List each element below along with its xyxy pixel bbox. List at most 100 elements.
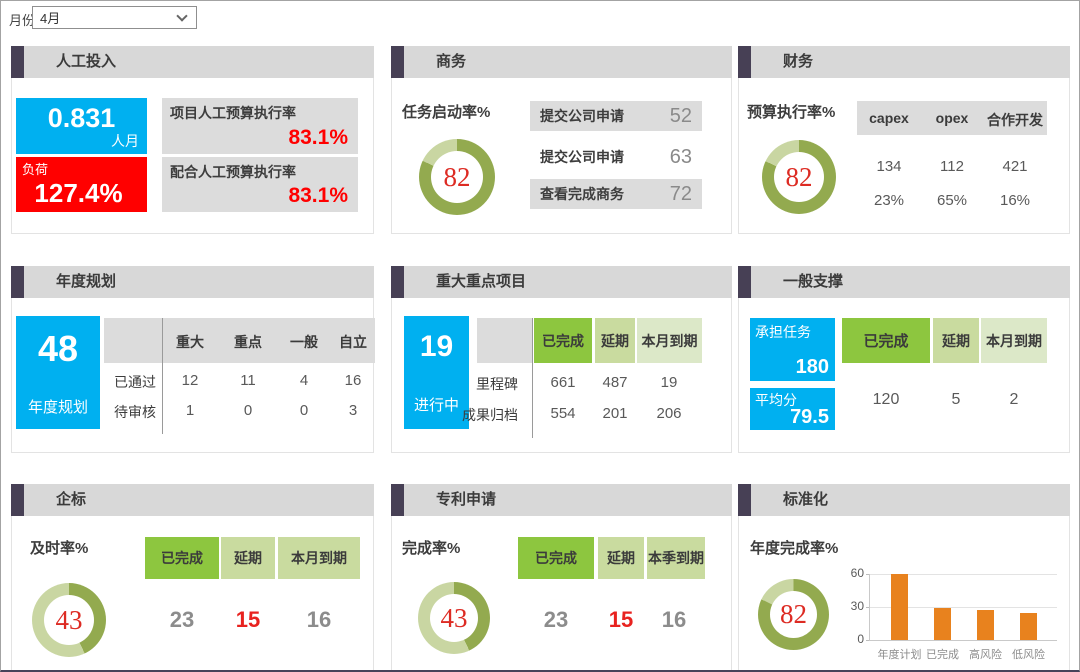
tick-mark	[866, 574, 869, 575]
key-projects-card-value: 19	[419, 330, 454, 363]
accent-bar	[738, 266, 751, 298]
chevron-down-icon[interactable]	[176, 10, 188, 22]
panel-finance-body: 预算执行率% 82 capex opex 合作开发 134 112 421 23…	[738, 78, 1070, 234]
panel-annual-plan-body: 48 年度规划 重大 重点 一般 自立 已通过 12 11 4 16 待审核 1…	[11, 298, 375, 453]
business-donut-value: 82	[443, 161, 471, 192]
gridline	[869, 607, 1057, 608]
labor-stat-support[interactable]: 配合人工预算执行率 83.1%	[162, 157, 358, 212]
patents-value: 16	[661, 607, 687, 632]
annual-plan-card-label: 年度规划	[27, 399, 88, 416]
standardization-donut-value: 82	[780, 599, 807, 629]
key-projects-cell: 661	[550, 374, 576, 391]
enterprise-std-donut-chart[interactable]: 43	[32, 583, 106, 657]
finance-cell: 421	[1002, 158, 1028, 175]
y-axis-tick-label: 30	[850, 599, 864, 613]
annual-plan-cell: 4	[299, 372, 309, 389]
standardization-metric-label: 年度完成率%	[750, 540, 839, 557]
key-projects-card[interactable]: 19 进行中	[404, 316, 469, 429]
business-row[interactable]: 查看完成商务 72	[530, 179, 702, 209]
donut-hole	[774, 152, 824, 202]
labor-load-label: 负荷	[22, 162, 49, 177]
bar-高风险[interactable]	[977, 610, 994, 640]
donut-hole	[431, 151, 483, 203]
support-tasks-label: 承担任务	[755, 324, 811, 340]
x-axis-category-label: 已完成	[926, 649, 959, 661]
enterprise-std-col-header-due: 本月到期	[278, 537, 360, 579]
labor-stat-project[interactable]: 项目人工预算执行率 83.1%	[162, 98, 358, 154]
panel-labor-body: 0.831 人月 负荷 127.4% 项目人工预算执行率 83.1% 配合人工预…	[11, 78, 374, 234]
panel-annual-plan-title: 年度规划	[56, 273, 117, 290]
panel-general-support-body: 承担任务 180 平均分 79.5 已完成 延期 本月到期 120 5 2	[738, 298, 1070, 453]
accent-bar	[391, 484, 404, 516]
panel-patents-title: 专利申请	[436, 491, 497, 508]
standardization-bar-chart[interactable]: 0 30 60 年度计划 已完成 高风险 低风险	[847, 557, 1075, 670]
key-projects-cell: 487	[602, 374, 628, 391]
y-axis-tick-label: 60	[850, 566, 864, 580]
support-tasks-card[interactable]: 承担任务 180	[750, 318, 835, 381]
y-axis-tick-label: 0	[857, 632, 864, 646]
enterprise-std-value: 16	[306, 607, 332, 632]
patents-metric-label: 完成率%	[402, 540, 461, 557]
annual-plan-col-header: 重点	[234, 334, 262, 350]
labor-effort-value: 0.831	[47, 103, 116, 133]
accent-bar	[738, 46, 751, 78]
key-projects-row-label: 成果归档	[462, 407, 518, 423]
accent-bar	[391, 46, 404, 78]
x-axis-category-label: 高风险	[969, 649, 1002, 661]
annual-plan-col-header: 一般	[290, 334, 318, 350]
annual-plan-card[interactable]: 48 年度规划	[16, 316, 100, 429]
support-score-card[interactable]: 平均分 79.5	[750, 388, 835, 430]
labor-effort-card[interactable]: 0.831 人月	[16, 98, 147, 154]
finance-donut-chart[interactable]: 82	[762, 140, 836, 214]
bar-低风险[interactable]	[1020, 612, 1037, 640]
panel-finance-title: 财务	[783, 53, 814, 70]
enterprise-std-value: 15	[235, 607, 261, 632]
annual-plan-col-header: 重大	[176, 334, 204, 350]
business-row[interactable]: 提交公司申请 52	[530, 101, 702, 131]
labor-load-card[interactable]: 负荷 127.4%	[16, 157, 147, 212]
key-projects-col-header-done: 已完成	[534, 318, 592, 363]
tick-mark	[866, 640, 869, 641]
annual-plan-cell: 3	[348, 402, 358, 419]
enterprise-std-col-header-done: 已完成	[145, 537, 219, 579]
patents-col-header-due: 本季到期	[647, 537, 705, 579]
panel-enterprise-std-body: 及时率% 43 已完成 延期 本月到期 23 15 16	[11, 516, 374, 670]
support-col-header-done: 已完成	[842, 318, 930, 363]
finance-col-header: capex	[869, 110, 909, 126]
x-axis-category-label: 年度计划	[877, 649, 922, 661]
business-row-label: 提交公司申请	[540, 149, 624, 165]
support-cell: 120	[872, 391, 900, 408]
tick-mark	[866, 607, 869, 608]
accent-bar	[11, 484, 24, 516]
donut-hole	[430, 594, 478, 642]
business-donut-chart[interactable]: 82	[419, 139, 495, 215]
key-projects-header-empty-cell	[477, 318, 532, 363]
business-row[interactable]: 提交公司申请 63	[530, 142, 702, 172]
patents-donut-chart[interactable]: 43	[418, 582, 490, 654]
finance-donut-value: 82	[785, 161, 813, 192]
panel-standardization-body: 年度完成率% 82 0 30 60 年度计划 已完成 高风险 低风险	[738, 516, 1070, 670]
standardization-donut-chart[interactable]: 82	[758, 579, 829, 650]
donut-hole	[44, 595, 94, 645]
panel-patents-body: 完成率% 43 已完成 延期 本季到期 23 15 16	[391, 516, 732, 670]
month-select-value: 4月	[40, 11, 61, 26]
bar-年度计划[interactable]	[891, 574, 908, 640]
key-projects-row-label: 里程碑	[476, 376, 518, 392]
support-col-header-delayed: 延期	[933, 318, 979, 363]
patents-value: 23	[543, 607, 569, 632]
month-select[interactable]: 4月	[32, 6, 197, 29]
enterprise-std-col-header-delayed: 延期	[221, 537, 275, 579]
business-row-value: 72	[669, 182, 692, 205]
annual-plan-row-label: 已通过	[114, 374, 156, 390]
annual-plan-cell: 11	[240, 372, 256, 389]
business-row-value: 52	[669, 104, 692, 127]
support-score-value: 79.5	[790, 406, 829, 428]
bar-已完成[interactable]	[934, 608, 951, 640]
labor-stat-support-label: 配合人工预算执行率	[170, 164, 296, 180]
key-projects-cell: 554	[550, 405, 576, 422]
panel-labor-title: 人工投入	[56, 53, 117, 70]
annual-plan-cell: 1	[185, 402, 195, 419]
support-col-header-due: 本月到期	[981, 318, 1047, 363]
labor-effort-unit: 人月	[111, 133, 139, 149]
annual-plan-cell: 16	[344, 372, 362, 389]
